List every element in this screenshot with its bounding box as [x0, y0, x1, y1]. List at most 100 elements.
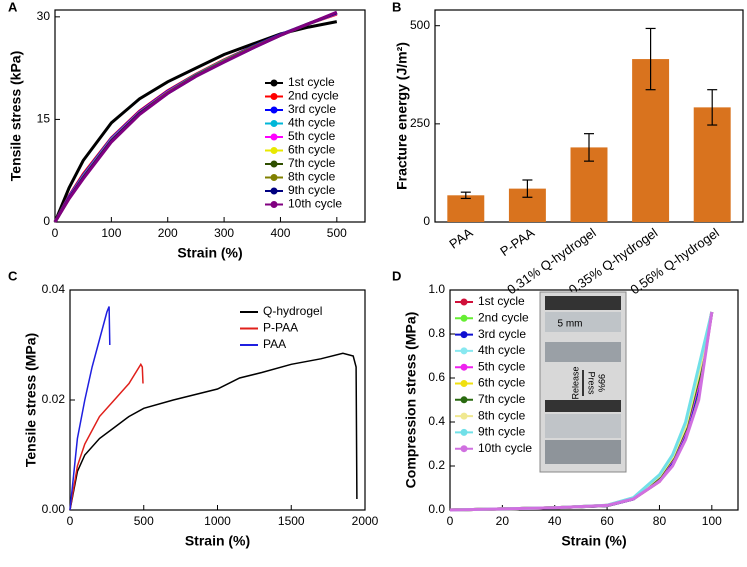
legend-label: 10th cycle	[478, 441, 532, 455]
y-tick-label: 500	[410, 18, 430, 32]
y-tick-label: 0.2	[428, 458, 445, 472]
panel-label: B	[392, 0, 401, 14]
legend-marker	[460, 396, 468, 404]
legend-label: 7th cycle	[288, 156, 336, 170]
legend-marker	[270, 93, 278, 100]
legend-label: 10th cycle	[288, 197, 342, 211]
legend-marker	[460, 380, 468, 387]
series-line	[69, 362, 144, 511]
legend-label: 3rd cycle	[288, 102, 336, 116]
legend-marker	[270, 174, 278, 181]
y-tick-label: 0.00	[42, 502, 66, 516]
legend-label: 8th cycle	[288, 170, 336, 184]
panel-label: D	[392, 268, 401, 283]
x-tick-label: 0	[447, 514, 454, 528]
y-tick-label: 0.02	[42, 392, 66, 406]
legend-marker	[460, 314, 468, 322]
y-tick-label: 250	[410, 116, 430, 130]
legend-label: 5th cycle	[288, 129, 336, 143]
bar	[693, 107, 731, 222]
x-tick-label: 0	[67, 514, 74, 528]
y-tick-label: 30	[37, 9, 51, 23]
x-tick-label: 500	[327, 226, 347, 240]
legend-marker	[460, 298, 468, 306]
x-tick-label: 200	[158, 226, 178, 240]
x-tick-label: 20	[496, 514, 510, 528]
legend-marker	[270, 187, 278, 195]
legend-marker	[270, 201, 278, 208]
y-axis-title: Compression stress (MPa)	[403, 312, 419, 489]
y-tick-label: 0	[423, 214, 430, 228]
legend-label: 4th cycle	[288, 116, 336, 130]
legend-label: 2nd cycle	[478, 310, 529, 324]
inset-photo: 5 mm Release Press 99%	[539, 291, 627, 473]
y-tick-label: 0.0	[428, 502, 445, 516]
legend-label: 9th cycle	[478, 425, 526, 439]
y-tick-label: 1.0	[428, 282, 445, 296]
legend-label: 1st cycle	[288, 75, 335, 89]
y-tick-label: 0.8	[428, 326, 445, 340]
y-tick-label: 0	[43, 214, 50, 228]
legend-label: 7th cycle	[478, 392, 526, 406]
bar	[447, 195, 485, 222]
legend-marker	[270, 120, 278, 127]
legend-label: PAA	[263, 337, 286, 351]
legend-marker	[270, 133, 278, 141]
x-axis-title: Strain (%)	[177, 245, 242, 261]
x-axis-title: Strain (%)	[561, 533, 626, 549]
legend-marker	[460, 412, 468, 420]
legend-marker	[270, 147, 278, 154]
x-tick-label: 40	[548, 514, 562, 528]
x-tick-label: 400	[270, 226, 290, 240]
legend-label: 3rd cycle	[478, 327, 526, 341]
axes-frame	[54, 9, 366, 223]
legend-label: 1st cycle	[478, 294, 525, 308]
legend-label: 4th cycle	[478, 343, 526, 357]
series-line	[69, 352, 358, 511]
y-tick-label: 0.4	[428, 414, 445, 428]
legend-marker	[460, 331, 468, 339]
y-tick-label: 15	[37, 112, 51, 126]
legend-label: 6th cycle	[478, 376, 526, 390]
x-tick-label: 0	[52, 226, 59, 240]
legend-marker	[270, 79, 278, 87]
panel-label: A	[8, 0, 18, 14]
axes-frame	[449, 289, 739, 511]
series-line	[53, 10, 338, 223]
series-line	[449, 311, 714, 512]
legend-label: 6th cycle	[288, 143, 336, 157]
x-tick-label: 60	[600, 514, 614, 528]
x-tick-label: 300	[214, 226, 234, 240]
annotation: Press	[587, 371, 597, 395]
legend-label: 2nd cycle	[288, 89, 339, 103]
legend-label: 5th cycle	[478, 359, 526, 373]
legend-label: 8th cycle	[478, 408, 526, 422]
y-tick-label: 0.6	[428, 370, 445, 384]
x-tick-label: 2000	[352, 514, 379, 528]
legend-marker	[460, 363, 468, 371]
x-tick-label: 1500	[278, 514, 305, 528]
legend-marker	[270, 106, 278, 114]
annotation: 99%	[597, 374, 607, 392]
legend-marker	[460, 428, 468, 436]
x-tick-label: 500	[134, 514, 154, 528]
y-tick-label: 0.04	[42, 282, 66, 296]
legend-label: P-PAA	[263, 321, 298, 335]
x-tick-label: PAA	[446, 225, 475, 252]
panel-label: C	[8, 268, 18, 283]
y-axis-title: Tensile stress (MPa)	[23, 333, 39, 467]
x-tick-label: 100	[702, 514, 722, 528]
legend-marker	[460, 445, 468, 453]
legend-marker	[270, 160, 278, 168]
legend-label: 9th cycle	[288, 183, 336, 197]
x-tick-label: 100	[101, 226, 121, 240]
annotation: 5 mm	[558, 319, 583, 330]
legend-label: Q-hydrogel	[263, 304, 322, 318]
series-line	[69, 306, 111, 511]
x-axis-title: Strain (%)	[185, 533, 250, 549]
annotation: Release	[570, 366, 580, 399]
x-tick-label: 80	[653, 514, 667, 528]
y-axis-title: Fracture energy (J/m²)	[394, 42, 410, 190]
x-tick-label: 1000	[204, 514, 231, 528]
